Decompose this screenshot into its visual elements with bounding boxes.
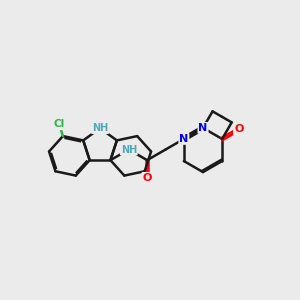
Text: NH: NH xyxy=(121,145,137,154)
Text: NH: NH xyxy=(92,123,108,133)
Text: Cl: Cl xyxy=(53,119,65,129)
Text: O: O xyxy=(234,124,243,134)
Text: O: O xyxy=(142,173,152,183)
Text: N: N xyxy=(198,123,208,133)
Text: N: N xyxy=(179,134,188,144)
